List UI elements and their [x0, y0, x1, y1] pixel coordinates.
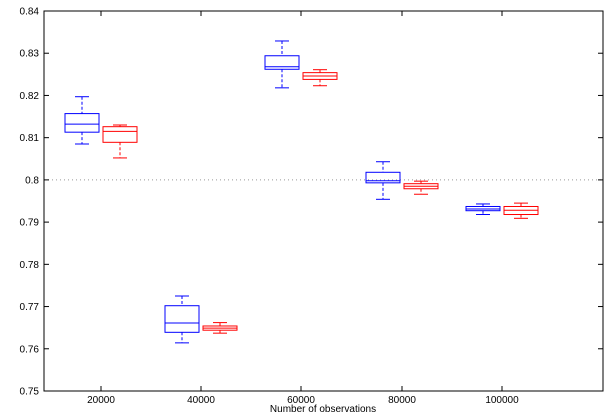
y-tick-label: 0.81	[20, 133, 40, 144]
x-tick-label: 100000	[485, 395, 519, 406]
box-body	[365, 171, 401, 184]
y-tick-label: 0.79	[20, 218, 40, 229]
box-red-20000	[102, 124, 138, 159]
box-red-60000	[302, 69, 338, 87]
y-tick-label: 0.77	[20, 302, 40, 313]
x-tick-label: 80000	[388, 395, 416, 406]
x-tick-label: 40000	[187, 395, 215, 406]
boxes-layer	[64, 40, 539, 344]
box-body	[264, 55, 300, 70]
plot-background	[44, 11, 603, 391]
y-tick-label: 0.83	[20, 49, 40, 60]
box-red-100000	[503, 202, 539, 219]
y-tick-label: 0.84	[20, 7, 40, 18]
plot-frame	[43, 10, 604, 392]
box-red-40000	[202, 322, 238, 334]
y-tick-label: 0.82	[20, 91, 40, 102]
box-blue-100000	[465, 203, 501, 216]
ticks-layer: 0.75 0.76 0.77 0.78 0.79 0.8 0.81 0.82 0.83 0.84 2…	[20, 7, 603, 406]
box-body	[64, 113, 100, 133]
y-tick-label: 0.76	[20, 344, 40, 355]
x-tick-label: 20000	[87, 395, 115, 406]
x-tick-label: 60000	[287, 395, 315, 406]
box-red-80000	[403, 180, 439, 195]
y-tick-label: 0.78	[20, 260, 40, 271]
box-blue-60000	[264, 40, 300, 89]
box-blue-40000	[164, 295, 200, 344]
y-tick-label: 0.75	[20, 387, 40, 398]
box-blue-20000	[64, 96, 100, 145]
box-body	[164, 305, 200, 333]
box-blue-80000	[365, 161, 401, 200]
y-tick-label: 0.8	[25, 175, 39, 186]
box-body	[102, 126, 138, 143]
x-axis-label: Number of observations	[270, 404, 376, 415]
